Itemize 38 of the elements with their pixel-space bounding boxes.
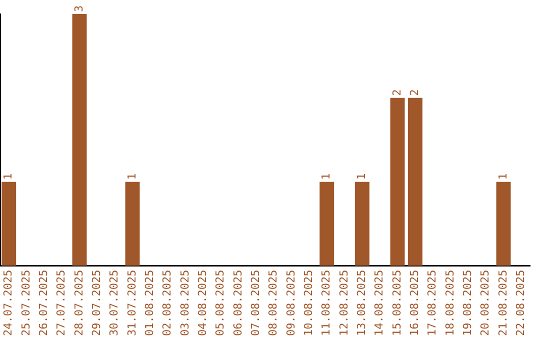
x-tick-label: 13.08.2025: [355, 270, 368, 336]
x-tick-label: 07.08.2025: [249, 270, 262, 336]
data-label: 1: [496, 173, 510, 180]
x-tick-label: 26.07.2025: [37, 270, 50, 336]
x-tick-label: 11.08.2025: [320, 270, 333, 336]
x-tick-label: 28.07.2025: [72, 270, 86, 336]
x-tick-label: 17.08.2025: [426, 270, 439, 336]
data-label: 1: [355, 173, 368, 180]
x-tick-label: 04.08.2025: [196, 270, 210, 336]
data-label: 3: [72, 5, 86, 12]
x-tick-label: 06.08.2025: [231, 270, 244, 336]
data-label: 1: [2, 173, 15, 180]
x-tick-label: 10.08.2025: [302, 270, 316, 336]
x-tick-label: 09.08.2025: [284, 270, 298, 336]
x-tick-label: 16.08.2025: [408, 270, 422, 336]
x-tick-label: 18.08.2025: [443, 270, 456, 336]
x-tick-label: 08.08.2025: [266, 270, 280, 336]
x-tick-label: 15.08.2025: [390, 270, 404, 336]
x-tick-label: 20.08.2025: [478, 270, 492, 336]
x-tick-label: 25.07.2025: [19, 270, 32, 336]
x-tick-label: 31.07.2025: [125, 270, 138, 336]
data-label: 2: [408, 89, 422, 96]
x-tick-label: 19.08.2025: [461, 270, 474, 336]
x-tick-label: 21.08.2025: [496, 270, 510, 336]
x-tick-label: 05.08.2025: [214, 270, 227, 336]
x-tick-label: 03.08.2025: [178, 270, 192, 336]
x-tick-label: 02.08.2025: [160, 270, 174, 336]
x-tick-label: 01.08.2025: [143, 270, 156, 336]
x-tick-label: 29.07.2025: [90, 270, 104, 336]
x-tick-label: 14.08.2025: [372, 270, 386, 336]
x-tick-label: 30.07.2025: [108, 270, 121, 336]
data-label: 2: [390, 89, 404, 96]
x-tick-label: 27.07.2025: [54, 270, 68, 336]
data-label: 1: [320, 173, 333, 180]
x-tick-label: 22.08.2025: [514, 270, 528, 336]
x-tick-label: 12.08.2025: [337, 270, 350, 336]
data-label: 1: [125, 173, 138, 180]
x-tick-label: 24.07.2025: [2, 270, 15, 336]
